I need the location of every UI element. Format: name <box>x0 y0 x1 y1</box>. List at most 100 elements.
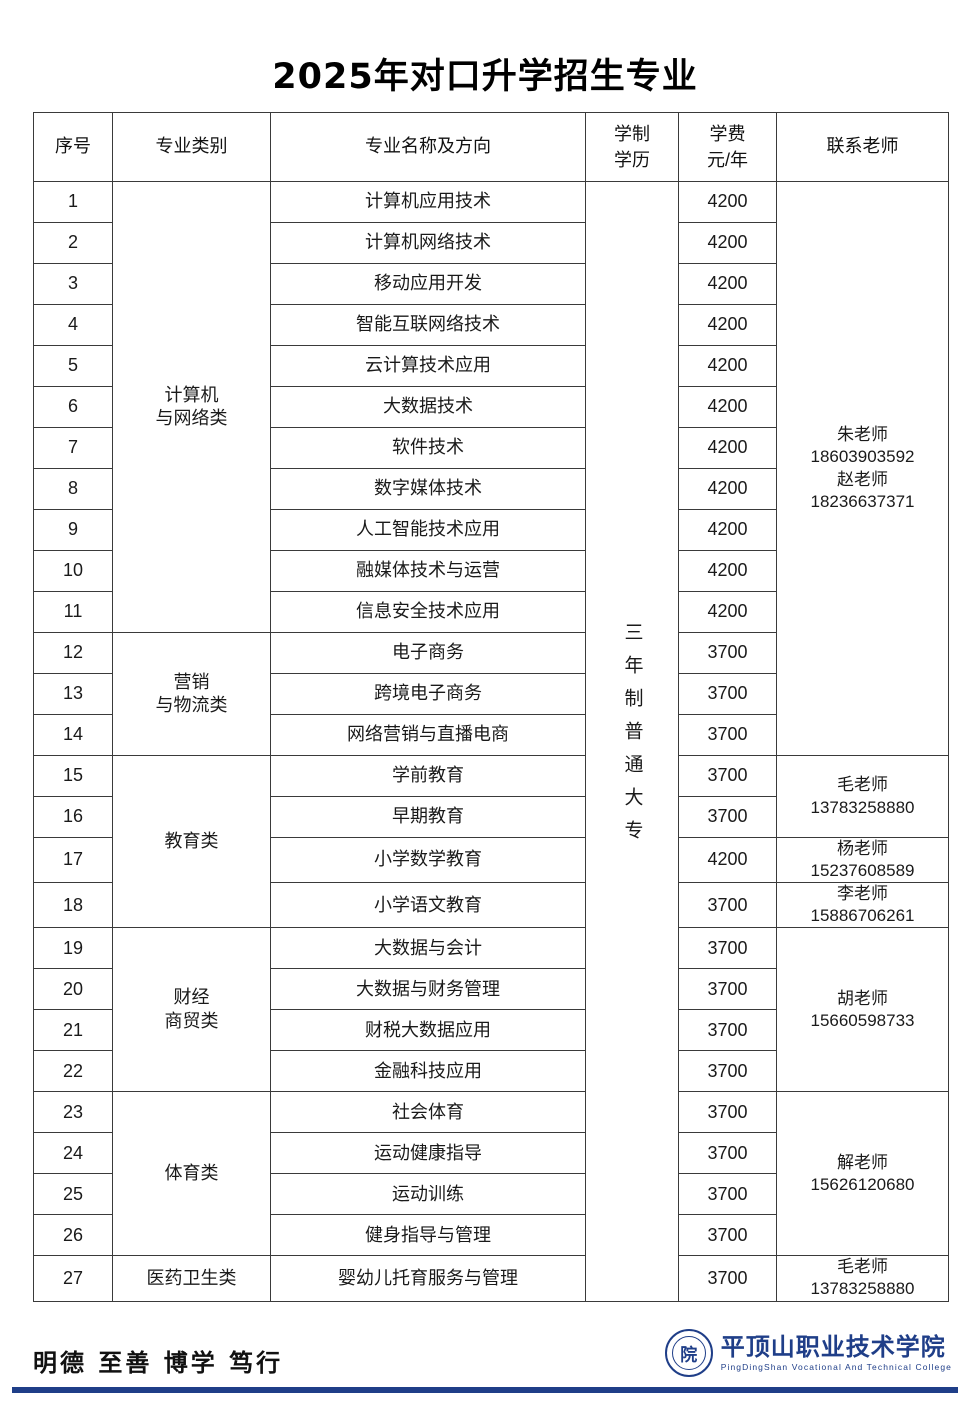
cell-major-name: 婴幼儿托育服务与管理 <box>270 1255 586 1302</box>
cell-serial-number: 12 <box>33 632 113 674</box>
cell-major-name: 金融科技应用 <box>270 1050 586 1093</box>
table-row: 11 信息安全技术应用 4200 <box>33 591 949 633</box>
cell-major-name: 大数据与财务管理 <box>270 968 586 1011</box>
table-body: 1 计算机 与网络类 计算机应用技术 三年制普通大专 4200 朱老师 18603903592… <box>33 181 949 1302</box>
cell-serial-number: 19 <box>33 927 113 970</box>
teacher-name: 胡老师 <box>837 988 888 1008</box>
college-name-cn: 平顶山职业技术学院 <box>720 1332 946 1362</box>
cell-tuition-fee: 4200 <box>678 263 777 305</box>
college-logo: 院 平顶山职业技术学院 PingDingShan Vocational And … <box>664 1329 952 1377</box>
cell-category: 财经 商贸类 <box>112 927 271 1093</box>
cell-serial-number: 20 <box>33 968 113 1011</box>
cell-contact-teacher: 李老师 15886706261 <box>776 882 949 929</box>
table-row: 26 健身指导与管理 3700 <box>33 1214 949 1257</box>
cell-major-name: 跨境电子商务 <box>270 673 586 715</box>
table-row: 12 营销 与物流类 电子商务 3700 <box>33 632 949 756</box>
education-system-vertical-text: 三年制普通大专 <box>621 621 643 853</box>
college-emblem-icon: 院 <box>664 1329 713 1377</box>
table-header: 序号 专业类别 专业名称及方向 学制 学历 学费 元/年 联系老师 <box>33 112 949 182</box>
college-emblem-glyph: 院 <box>680 1345 698 1366</box>
cell-education-system: 三年制普通大专 <box>585 181 679 1302</box>
cell-serial-number: 13 <box>33 673 113 715</box>
table-row: 9 人工智能技术应用 4200 <box>33 509 949 551</box>
cell-tuition-fee: 3700 <box>678 1091 777 1134</box>
cell-tuition-fee: 3700 <box>678 632 777 674</box>
table-row: 14 网络营销与直播电商 3700 <box>33 714 949 756</box>
cell-tuition-fee: 4200 <box>678 386 777 428</box>
cell-major-name: 计算机应用技术 <box>270 181 586 223</box>
footer-motto: 明德 至善 博学 笃行 <box>33 1349 284 1377</box>
cell-major-name: 智能互联网络技术 <box>270 304 586 346</box>
cell-major-name: 计算机网络技术 <box>270 222 586 264</box>
cell-major-name: 融媒体技术与运营 <box>270 550 586 592</box>
cell-major-name: 软件技术 <box>270 427 586 469</box>
column-header-name: 专业名称及方向 <box>270 112 586 182</box>
cell-serial-number: 21 <box>33 1009 113 1052</box>
teacher-name-secondary: 赵老师 <box>837 469 888 489</box>
cell-tuition-fee: 3700 <box>678 1132 777 1175</box>
cell-serial-number: 17 <box>33 836 113 884</box>
cell-serial-number: 7 <box>33 427 113 469</box>
category-line2: 商贸类 <box>164 1010 219 1031</box>
cell-major-name: 社会体育 <box>270 1091 586 1134</box>
cell-serial-number: 2 <box>33 222 113 264</box>
cell-major-name: 云计算技术应用 <box>270 345 586 387</box>
column-header-fee: 学费 元/年 <box>678 112 777 182</box>
cell-major-name: 健身指导与管理 <box>270 1214 586 1257</box>
column-header-fee-line1: 学费 <box>709 123 746 144</box>
table-row: 19 财经 商贸类 大数据与会计 3700 胡老师 15660598733 <box>33 927 949 1093</box>
category-line1: 教育类 <box>164 830 219 851</box>
cell-contact-teacher: 朱老师 18603903592 赵老师 18236637371 <box>776 181 949 756</box>
teacher-name: 朱老师 <box>837 425 888 445</box>
cell-serial-number: 6 <box>33 386 113 428</box>
cell-category: 计算机 与网络类 <box>112 181 271 633</box>
teacher-phone: 18603903592 <box>810 447 915 467</box>
teacher-phone: 15626120680 <box>810 1174 915 1194</box>
majors-table-container: 序号 专业类别 专业名称及方向 学制 学历 学费 元/年 联系老师 1 计算机 与网… <box>33 112 949 1302</box>
cell-serial-number: 11 <box>33 591 113 633</box>
teacher-phone: 15237608589 <box>810 861 915 881</box>
cell-serial-number: 5 <box>33 345 113 387</box>
cell-tuition-fee: 4200 <box>678 345 777 387</box>
cell-serial-number: 27 <box>33 1255 113 1302</box>
cell-category: 体育类 <box>112 1091 271 1257</box>
cell-tuition-fee: 3700 <box>678 1255 777 1302</box>
page-title: 2025年对口升学招生专业 <box>272 57 698 97</box>
column-header-no: 序号 <box>33 112 113 182</box>
cell-contact-teacher: 毛老师 13783258880 <box>776 1255 949 1302</box>
table-row: 16 早期教育 3700 <box>33 796 949 838</box>
cell-contact-teacher: 毛老师 13783258880 <box>776 755 949 838</box>
column-header-teacher: 联系老师 <box>776 112 949 182</box>
cell-serial-number: 8 <box>33 468 113 510</box>
cell-tuition-fee: 4200 <box>678 468 777 510</box>
cell-tuition-fee: 4200 <box>678 509 777 551</box>
cell-tuition-fee: 3700 <box>678 796 777 838</box>
category-line1: 体育类 <box>164 1163 219 1184</box>
cell-serial-number: 9 <box>33 509 113 551</box>
cell-contact-teacher: 胡老师 15660598733 <box>776 927 949 1093</box>
page-footer: 明德 至善 博学 笃行 院 平顶山职业技术学院 PingDingShan Voc… <box>0 1321 970 1413</box>
category-line1: 营销 <box>173 671 210 692</box>
table-row: 23 体育类 社会体育 3700 解老师 15626120680 <box>33 1091 949 1257</box>
table-row: 2 计算机网络技术 4200 <box>33 222 949 264</box>
column-header-education: 学制 学历 <box>585 112 679 182</box>
table-row: 10 融媒体技术与运营 4200 <box>33 550 949 592</box>
cell-tuition-fee: 4200 <box>678 427 777 469</box>
cell-category: 教育类 <box>112 754 271 929</box>
teacher-phone: 13783258880 <box>810 797 915 817</box>
table-row: 3 移动应用开发 4200 <box>33 263 949 305</box>
cell-tuition-fee: 3700 <box>678 927 777 970</box>
cell-tuition-fee: 3700 <box>678 1050 777 1093</box>
cell-serial-number: 1 <box>33 181 113 223</box>
cell-serial-number: 14 <box>33 714 113 756</box>
cell-major-name: 电子商务 <box>270 632 586 674</box>
cell-major-name: 小学语文教育 <box>270 882 586 929</box>
teacher-name: 解老师 <box>837 1152 888 1172</box>
cell-tuition-fee: 3700 <box>678 1214 777 1257</box>
cell-tuition-fee: 4200 <box>678 222 777 264</box>
cell-tuition-fee: 3700 <box>678 714 777 756</box>
cell-tuition-fee: 3700 <box>678 1009 777 1052</box>
cell-major-name: 网络营销与直播电商 <box>270 714 586 756</box>
table-header-row: 序号 专业类别 专业名称及方向 学制 学历 学费 元/年 联系老师 <box>33 112 949 182</box>
cell-major-name: 大数据与会计 <box>270 927 586 970</box>
